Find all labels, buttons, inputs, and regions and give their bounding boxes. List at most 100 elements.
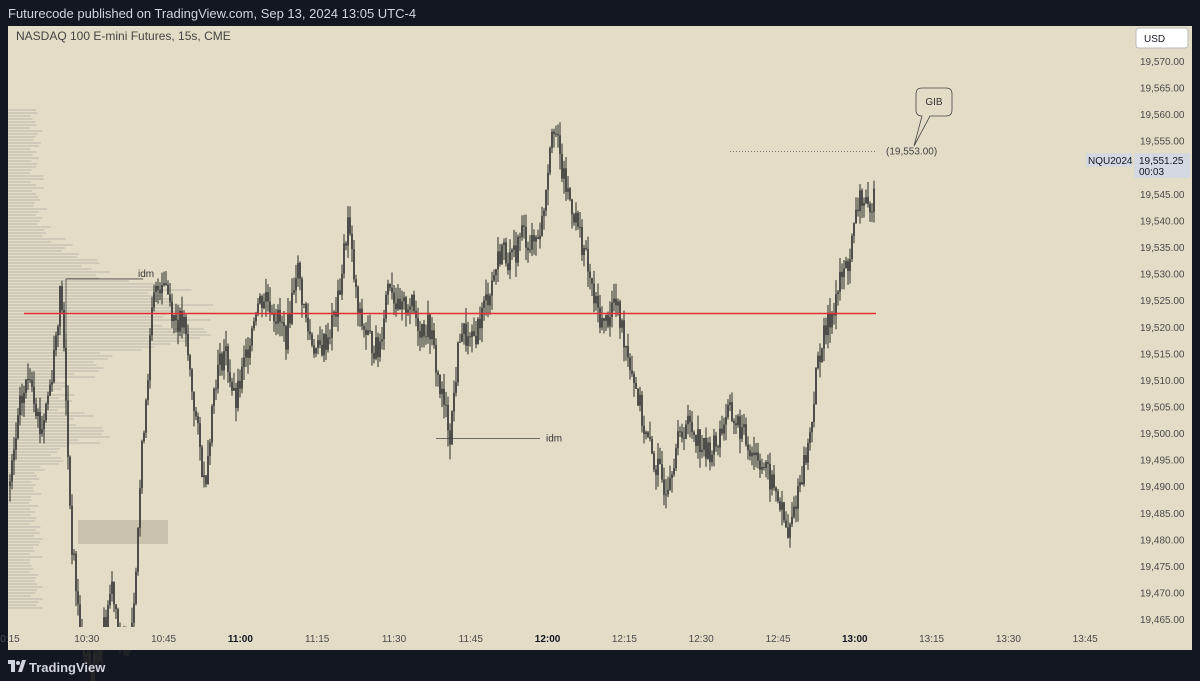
candle-body: [225, 346, 227, 352]
candle-body: [311, 334, 313, 346]
candle-body: [613, 298, 615, 303]
candle-body: [235, 387, 237, 409]
candle-body: [301, 278, 303, 305]
x-tick-label: 13:30: [996, 634, 1021, 645]
candle-body: [555, 133, 557, 135]
y-tick-label: 19,565.00: [1140, 84, 1185, 95]
candle-body: [469, 336, 471, 338]
candle-body: [851, 235, 853, 260]
x-tick-label: 11:45: [459, 634, 484, 645]
candle-body: [327, 337, 329, 350]
candle-body: [111, 581, 113, 594]
time-axis-band: [8, 627, 1132, 650]
candle-body: [795, 506, 797, 509]
candle-body: [627, 346, 629, 358]
idm-label: idm: [138, 269, 154, 280]
candle-body: [189, 355, 191, 370]
candle-body: [493, 275, 495, 281]
candle-body: [109, 593, 111, 606]
candle-body: [213, 388, 215, 407]
candle-body: [649, 437, 651, 439]
candle-body: [769, 463, 771, 490]
candle-body: [383, 318, 385, 340]
candle-body: [785, 520, 787, 528]
candle-body: [439, 374, 441, 395]
candle-body: [845, 261, 847, 269]
candle-body: [181, 311, 183, 328]
candle-body: [755, 452, 757, 456]
candle-body: [39, 411, 41, 434]
candle-body: [511, 249, 513, 253]
y-tick-label: 19,545.00: [1140, 190, 1185, 201]
candle-body: [143, 432, 145, 442]
candle-body: [67, 400, 69, 457]
y-tick-label: 19,490.00: [1140, 482, 1185, 493]
candle-body: [509, 252, 511, 271]
candle-body: [291, 292, 293, 324]
candle-body: [835, 294, 837, 316]
candle-body: [491, 280, 493, 296]
time-axis[interactable]: 0:15 10:30 10:45 11:00 11:15 11:30 11:45 12:00 1…: [0, 627, 1132, 650]
candle-body: [697, 429, 699, 446]
candle-body: [419, 330, 421, 338]
candle-body: [529, 249, 531, 251]
candle-body: [365, 329, 367, 335]
x-tick-label: 13:45: [1073, 634, 1098, 645]
candle-body: [183, 316, 185, 328]
candle-body: [771, 474, 773, 490]
candle-body: [63, 310, 65, 348]
candle-body: [173, 314, 175, 321]
candle-body: [515, 245, 517, 263]
candle-body: [591, 277, 593, 284]
candle-body: [585, 247, 587, 249]
x-tick-label: 12:00: [535, 634, 561, 645]
tradingview-logo-icon: [8, 660, 26, 672]
candle-body: [279, 309, 281, 322]
candle-body: [441, 388, 443, 395]
candle-body: [299, 262, 301, 279]
candle-body: [287, 313, 289, 350]
candle-body: [343, 243, 345, 274]
candle-body: [775, 487, 777, 492]
candle-body: [819, 355, 821, 362]
candle-body: [433, 330, 435, 346]
candle-body: [547, 172, 549, 190]
candle-body: [531, 235, 533, 250]
candle-body: [777, 491, 779, 502]
candle-body: [75, 553, 77, 592]
y-tick-label: 19,530.00: [1140, 270, 1185, 281]
candle-body: [741, 427, 743, 439]
candle-body: [841, 271, 843, 278]
candle-body: [455, 382, 457, 393]
candle-body: [615, 298, 617, 306]
candle-body: [473, 331, 475, 336]
candle-body: [739, 416, 741, 439]
candle-body: [379, 341, 381, 358]
y-tick-label: 19,495.00: [1140, 456, 1185, 467]
value-area-box: [78, 520, 168, 544]
y-tick-label: 19,525.00: [1140, 296, 1185, 307]
candle-body: [165, 283, 167, 285]
candle-body: [831, 314, 833, 328]
candle-body: [521, 225, 523, 237]
candle-body: [375, 337, 377, 359]
candle-body: [643, 425, 645, 434]
candle-body: [833, 314, 835, 316]
currency-button[interactable]: [1135, 27, 1189, 49]
price-axis[interactable]: [1132, 26, 1192, 650]
candle-body: [133, 603, 135, 623]
candle-body: [527, 247, 529, 251]
candle-body: [575, 212, 577, 223]
candle-body: [457, 342, 459, 383]
candle-body: [703, 437, 705, 450]
candle-body: [635, 383, 637, 389]
candle-body: [377, 337, 379, 358]
candle-body: [487, 294, 489, 306]
candle-body: [295, 278, 297, 291]
candle-body: [807, 443, 809, 463]
candle-body: [583, 247, 585, 255]
candle-body: [171, 301, 173, 321]
y-tick-label: 19,570.00: [1140, 57, 1185, 68]
candle-body: [489, 295, 491, 306]
